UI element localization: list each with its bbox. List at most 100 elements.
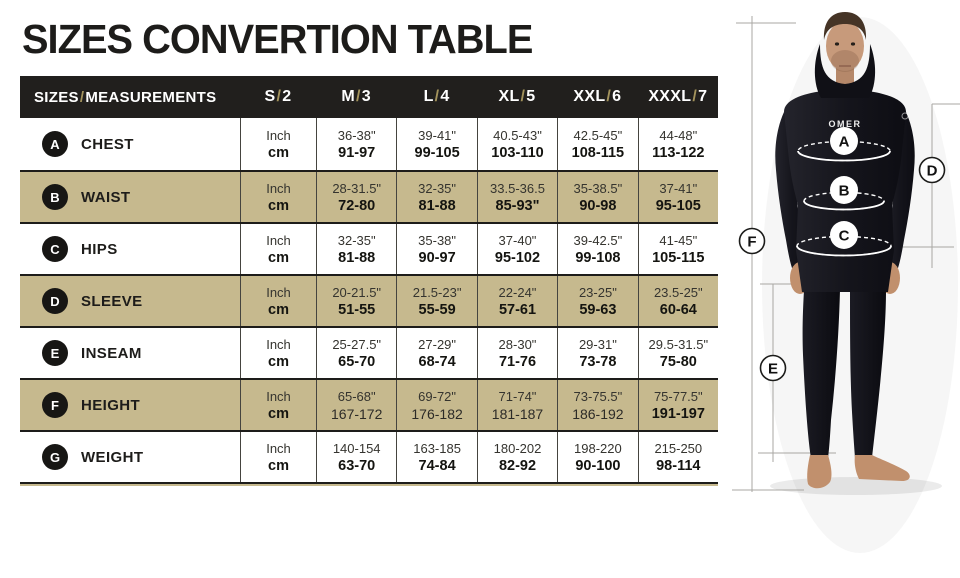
value-cm: 51-55 xyxy=(338,301,376,318)
value-cell: 65-68" 167-172 xyxy=(316,380,396,430)
right-leg xyxy=(802,290,840,458)
value-cm: 68-74 xyxy=(418,353,456,370)
marker-c-label: C xyxy=(839,228,850,245)
value-cm: 181-187 xyxy=(491,405,544,422)
floor-shadow xyxy=(770,477,942,495)
value-cm: 167-172 xyxy=(331,405,383,422)
value-inch: 41-45" xyxy=(659,232,698,248)
unit-cm: cm xyxy=(268,249,289,266)
value-inch: 33.5-36.5 xyxy=(490,180,545,196)
unit-inch: Inch xyxy=(266,180,291,196)
value-cell: 20-21.5" 51-55 xyxy=(316,276,396,326)
table-row-chest: A CHEST Inch cm 36-38" 91-97 39-41" 99-105 40.5-… xyxy=(20,118,718,170)
wetsuit-measurement-figure: OMER A B C D xyxy=(718,0,960,578)
value-inch: 40.5-43" xyxy=(493,127,542,143)
marker-d-circle xyxy=(918,156,946,184)
row-label-cell: C HIPS xyxy=(20,224,240,274)
value-inch: 44-48" xyxy=(659,127,698,143)
value-inch: 28-30" xyxy=(498,336,537,352)
unit-cell: Inch cm xyxy=(240,328,316,378)
value-cm: 108-115 xyxy=(571,144,625,161)
slash-separator: / xyxy=(692,88,698,105)
row-letter-badge: G xyxy=(42,444,68,470)
marker-f-label: F xyxy=(747,234,756,251)
row-label-text: CHEST xyxy=(81,135,134,153)
row-label-cell: D SLEEVE xyxy=(20,276,240,326)
table-row-weight: G WEIGHT Inch cm 140-154 63-70 163-185 74-84 180… xyxy=(20,430,718,482)
header-sizes-measurements: SIZES/MEASUREMENTS xyxy=(34,88,217,106)
unit-cm: cm xyxy=(268,457,289,474)
value-cell: 35-38.5" 90-98 xyxy=(557,172,637,222)
value-inch: 36-38" xyxy=(337,127,376,143)
size-conversion-table: SIZES/MEASUREMENTS S/2 M/3 L/4 XL/5 XXL/6 XXX… xyxy=(20,76,718,486)
marker-d-label: D xyxy=(927,163,938,180)
unit-cell: Inch cm xyxy=(240,380,316,430)
value-inch: 198-220 xyxy=(574,440,622,456)
value-cm: 85-93" xyxy=(495,197,540,214)
value-inch: 42.5-45" xyxy=(573,127,623,143)
marker-b-label: B xyxy=(839,183,850,200)
value-inch: 37-41" xyxy=(659,180,698,196)
value-cell: 44-48" 113-122 xyxy=(637,118,718,170)
hips-band-front xyxy=(796,245,892,257)
value-inch: 71-74" xyxy=(498,388,537,404)
wetsuit-man: OMER xyxy=(775,12,915,489)
value-inch: 25-27.5" xyxy=(332,336,382,352)
value-cm: 75-80 xyxy=(659,353,697,370)
marker-a-circle xyxy=(830,127,858,155)
value-inch: 215-250 xyxy=(654,440,703,456)
value-cm: 60-64 xyxy=(659,301,697,318)
row-label-cell: E INSEAM xyxy=(20,328,240,378)
value-cell: 36-38" 91-97 xyxy=(316,118,396,170)
value-inch: 39-42.5" xyxy=(573,232,623,248)
value-inch: 35-38.5" xyxy=(573,180,623,196)
value-inch: 32-35" xyxy=(337,232,376,248)
value-cell: 163-185 74-84 xyxy=(396,432,476,482)
marker-e-circle xyxy=(759,354,787,382)
value-cm: 99-105 xyxy=(414,144,460,161)
header-size-xxxl: XXXL/7 xyxy=(648,88,708,105)
value-cell: 21.5-23" 55-59 xyxy=(396,276,476,326)
value-cm: 95-102 xyxy=(494,249,541,266)
unit-inch: Inch xyxy=(266,232,291,248)
unit-inch: Inch xyxy=(266,336,291,352)
value-cm: 105-115 xyxy=(652,249,705,266)
value-inch: 29-31" xyxy=(578,336,617,352)
value-cell: 37-40" 95-102 xyxy=(476,224,557,274)
value-inch: 65-68" xyxy=(337,388,376,404)
unit-cm: cm xyxy=(268,301,289,318)
table-header-row: SIZES/MEASUREMENTS S/2 M/3 L/4 XL/5 XXL/6 XXX… xyxy=(20,76,718,118)
value-inch: 23.5-25" xyxy=(653,284,703,300)
value-cm: 103-110 xyxy=(491,144,544,161)
row-letter-badge: A xyxy=(42,131,68,157)
value-cell: 73-75.5" 186-192 xyxy=(557,380,637,430)
value-cm: 81-88 xyxy=(418,197,456,214)
value-cm: 191-197 xyxy=(651,405,705,422)
eye-right xyxy=(850,42,856,46)
value-cm: 90-100 xyxy=(575,457,621,474)
table-row-height: F HEIGHT Inch cm 65-68" 167-172 69-72" 176-182 7… xyxy=(20,378,718,430)
value-cm: 82-92 xyxy=(498,457,537,474)
row-label-cell: F HEIGHT xyxy=(20,380,240,430)
value-inch: 27-29" xyxy=(418,336,457,352)
value-cell: 22-24" 57-61 xyxy=(476,276,557,326)
value-cm: 113-122 xyxy=(652,144,705,161)
shoulder-logo xyxy=(901,112,909,120)
slash-separator: / xyxy=(276,88,282,105)
value-cm: 65-70 xyxy=(338,353,376,370)
unit-inch: Inch xyxy=(266,388,291,404)
value-cell: 41-45" 105-115 xyxy=(637,224,718,274)
marker-c-circle xyxy=(830,221,858,249)
row-label-text: WEIGHT xyxy=(81,448,144,466)
row-label-text: WAIST xyxy=(81,188,131,206)
unit-cm: cm xyxy=(268,405,289,422)
value-cell: 27-29" 68-74 xyxy=(396,328,476,378)
brand-logo: OMER xyxy=(829,119,862,129)
table-row-sleeve: D SLEEVE Inch cm 20-21.5" 51-55 21.5-23" 55-59 2… xyxy=(20,274,718,326)
unit-cm: cm xyxy=(268,353,289,370)
value-cm: 73-78 xyxy=(579,353,617,370)
header-size-l: L/4 xyxy=(423,88,450,105)
value-cm: 72-80 xyxy=(338,197,376,214)
value-inch: 163-185 xyxy=(413,440,461,456)
value-inch: 69-72" xyxy=(418,388,457,404)
